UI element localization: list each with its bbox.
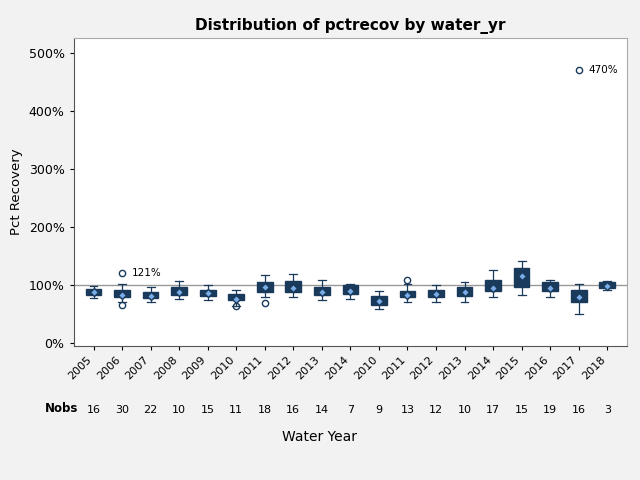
PathPatch shape: [542, 282, 558, 291]
PathPatch shape: [342, 285, 358, 294]
PathPatch shape: [228, 294, 244, 300]
PathPatch shape: [172, 287, 187, 295]
Text: 17: 17: [486, 406, 500, 415]
Text: 10: 10: [172, 406, 186, 415]
Text: 15: 15: [515, 406, 529, 415]
PathPatch shape: [143, 292, 159, 298]
PathPatch shape: [257, 282, 273, 292]
Text: 22: 22: [143, 406, 158, 415]
Y-axis label: Pct Recovery: Pct Recovery: [10, 149, 23, 235]
Text: 18: 18: [258, 406, 272, 415]
Text: 16: 16: [286, 406, 300, 415]
Text: 12: 12: [429, 406, 443, 415]
PathPatch shape: [571, 290, 586, 301]
Text: 13: 13: [401, 406, 415, 415]
PathPatch shape: [457, 287, 472, 296]
Text: 16: 16: [572, 406, 586, 415]
Text: 7: 7: [347, 406, 354, 415]
Text: 10: 10: [458, 406, 472, 415]
PathPatch shape: [371, 296, 387, 305]
Text: 121%: 121%: [132, 267, 162, 277]
Text: 3: 3: [604, 406, 611, 415]
Text: 14: 14: [315, 406, 329, 415]
Text: 15: 15: [201, 406, 214, 415]
PathPatch shape: [485, 279, 501, 291]
PathPatch shape: [115, 290, 130, 297]
PathPatch shape: [428, 290, 444, 297]
PathPatch shape: [200, 290, 216, 296]
Text: 470%: 470%: [589, 65, 618, 75]
Title: Distribution of pctrecov by water_yr: Distribution of pctrecov by water_yr: [195, 18, 506, 34]
PathPatch shape: [86, 289, 101, 295]
Text: 30: 30: [115, 406, 129, 415]
PathPatch shape: [399, 290, 415, 297]
PathPatch shape: [600, 282, 615, 288]
PathPatch shape: [514, 268, 529, 287]
Text: 19: 19: [543, 406, 557, 415]
Text: 11: 11: [229, 406, 243, 415]
Text: Nobs: Nobs: [45, 401, 78, 415]
PathPatch shape: [285, 281, 301, 292]
Text: 9: 9: [376, 406, 383, 415]
PathPatch shape: [314, 287, 330, 295]
Text: Water Year: Water Year: [282, 430, 358, 444]
Text: 16: 16: [86, 406, 100, 415]
